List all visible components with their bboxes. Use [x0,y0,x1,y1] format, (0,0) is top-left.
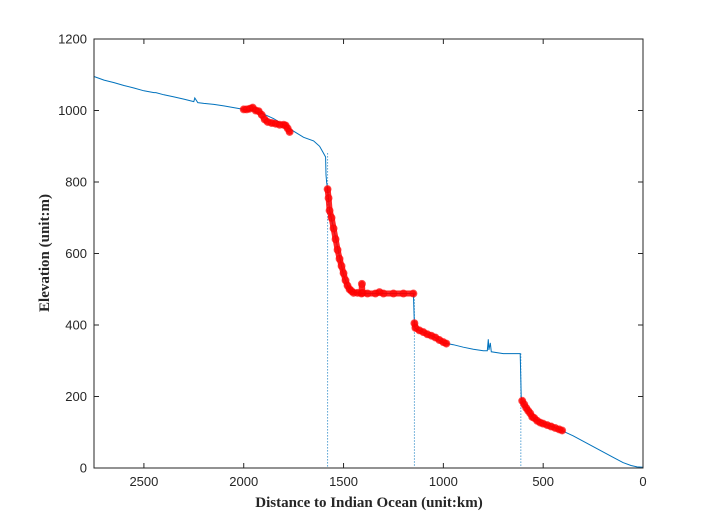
y-axis-label: Elevation (unit:m) [37,194,53,312]
x-axis-label: Distance to Indian Ocean (unit:km) [255,495,483,511]
highlight-point [331,235,340,244]
axes [93,38,644,469]
reference-lines [327,153,522,468]
profile-line [93,76,644,468]
y-tick-label: 1200 [58,32,87,47]
x-ticks: 2500 2000 1500 1000 500 0 [129,39,647,489]
highlight-point [327,213,336,222]
plot-frame [93,38,644,469]
highlight-point [333,245,342,254]
y-tick-label: 0 [80,461,87,476]
x-tick-label: 2000 [229,474,258,489]
y-tick-label: 400 [65,318,87,333]
highlight-segment-2 [323,185,418,298]
highlight-line [324,186,417,297]
highlight-point [337,262,346,271]
highlighted-segments [239,103,567,435]
highlight-point [339,269,348,278]
y-tick-label: 600 [65,246,87,261]
highlight-point [399,289,408,298]
highlight-segment-3 [410,319,451,348]
highlight-point [329,224,338,233]
y-tick-label: 200 [65,389,87,404]
y-tick-label: 1000 [58,103,87,118]
highlight-point [363,289,372,298]
highlight-point [558,426,567,435]
highlight-point [379,289,388,298]
x-tick-label: 1000 [429,474,458,489]
highlight-point [335,254,344,263]
highlight-segment-4 [518,396,567,435]
x-tick-label: 500 [532,474,554,489]
highlight-point [389,289,398,298]
highlight-point [325,206,334,215]
x-tick-label: 1500 [329,474,358,489]
elevation-profile [93,76,644,468]
highlight-point [285,127,294,136]
x-tick-label: 2500 [129,474,158,489]
x-tick-label: 0 [639,474,646,489]
highlight-point [409,289,418,298]
y-ticks: 0 200 400 600 800 1000 1200 [58,32,643,476]
highlight-segment-1 [239,103,294,136]
highlight-point [357,279,366,288]
highlight-point [442,339,451,348]
highlight-point [323,185,332,194]
highlight-point [324,194,333,203]
y-tick-label: 800 [65,175,87,190]
